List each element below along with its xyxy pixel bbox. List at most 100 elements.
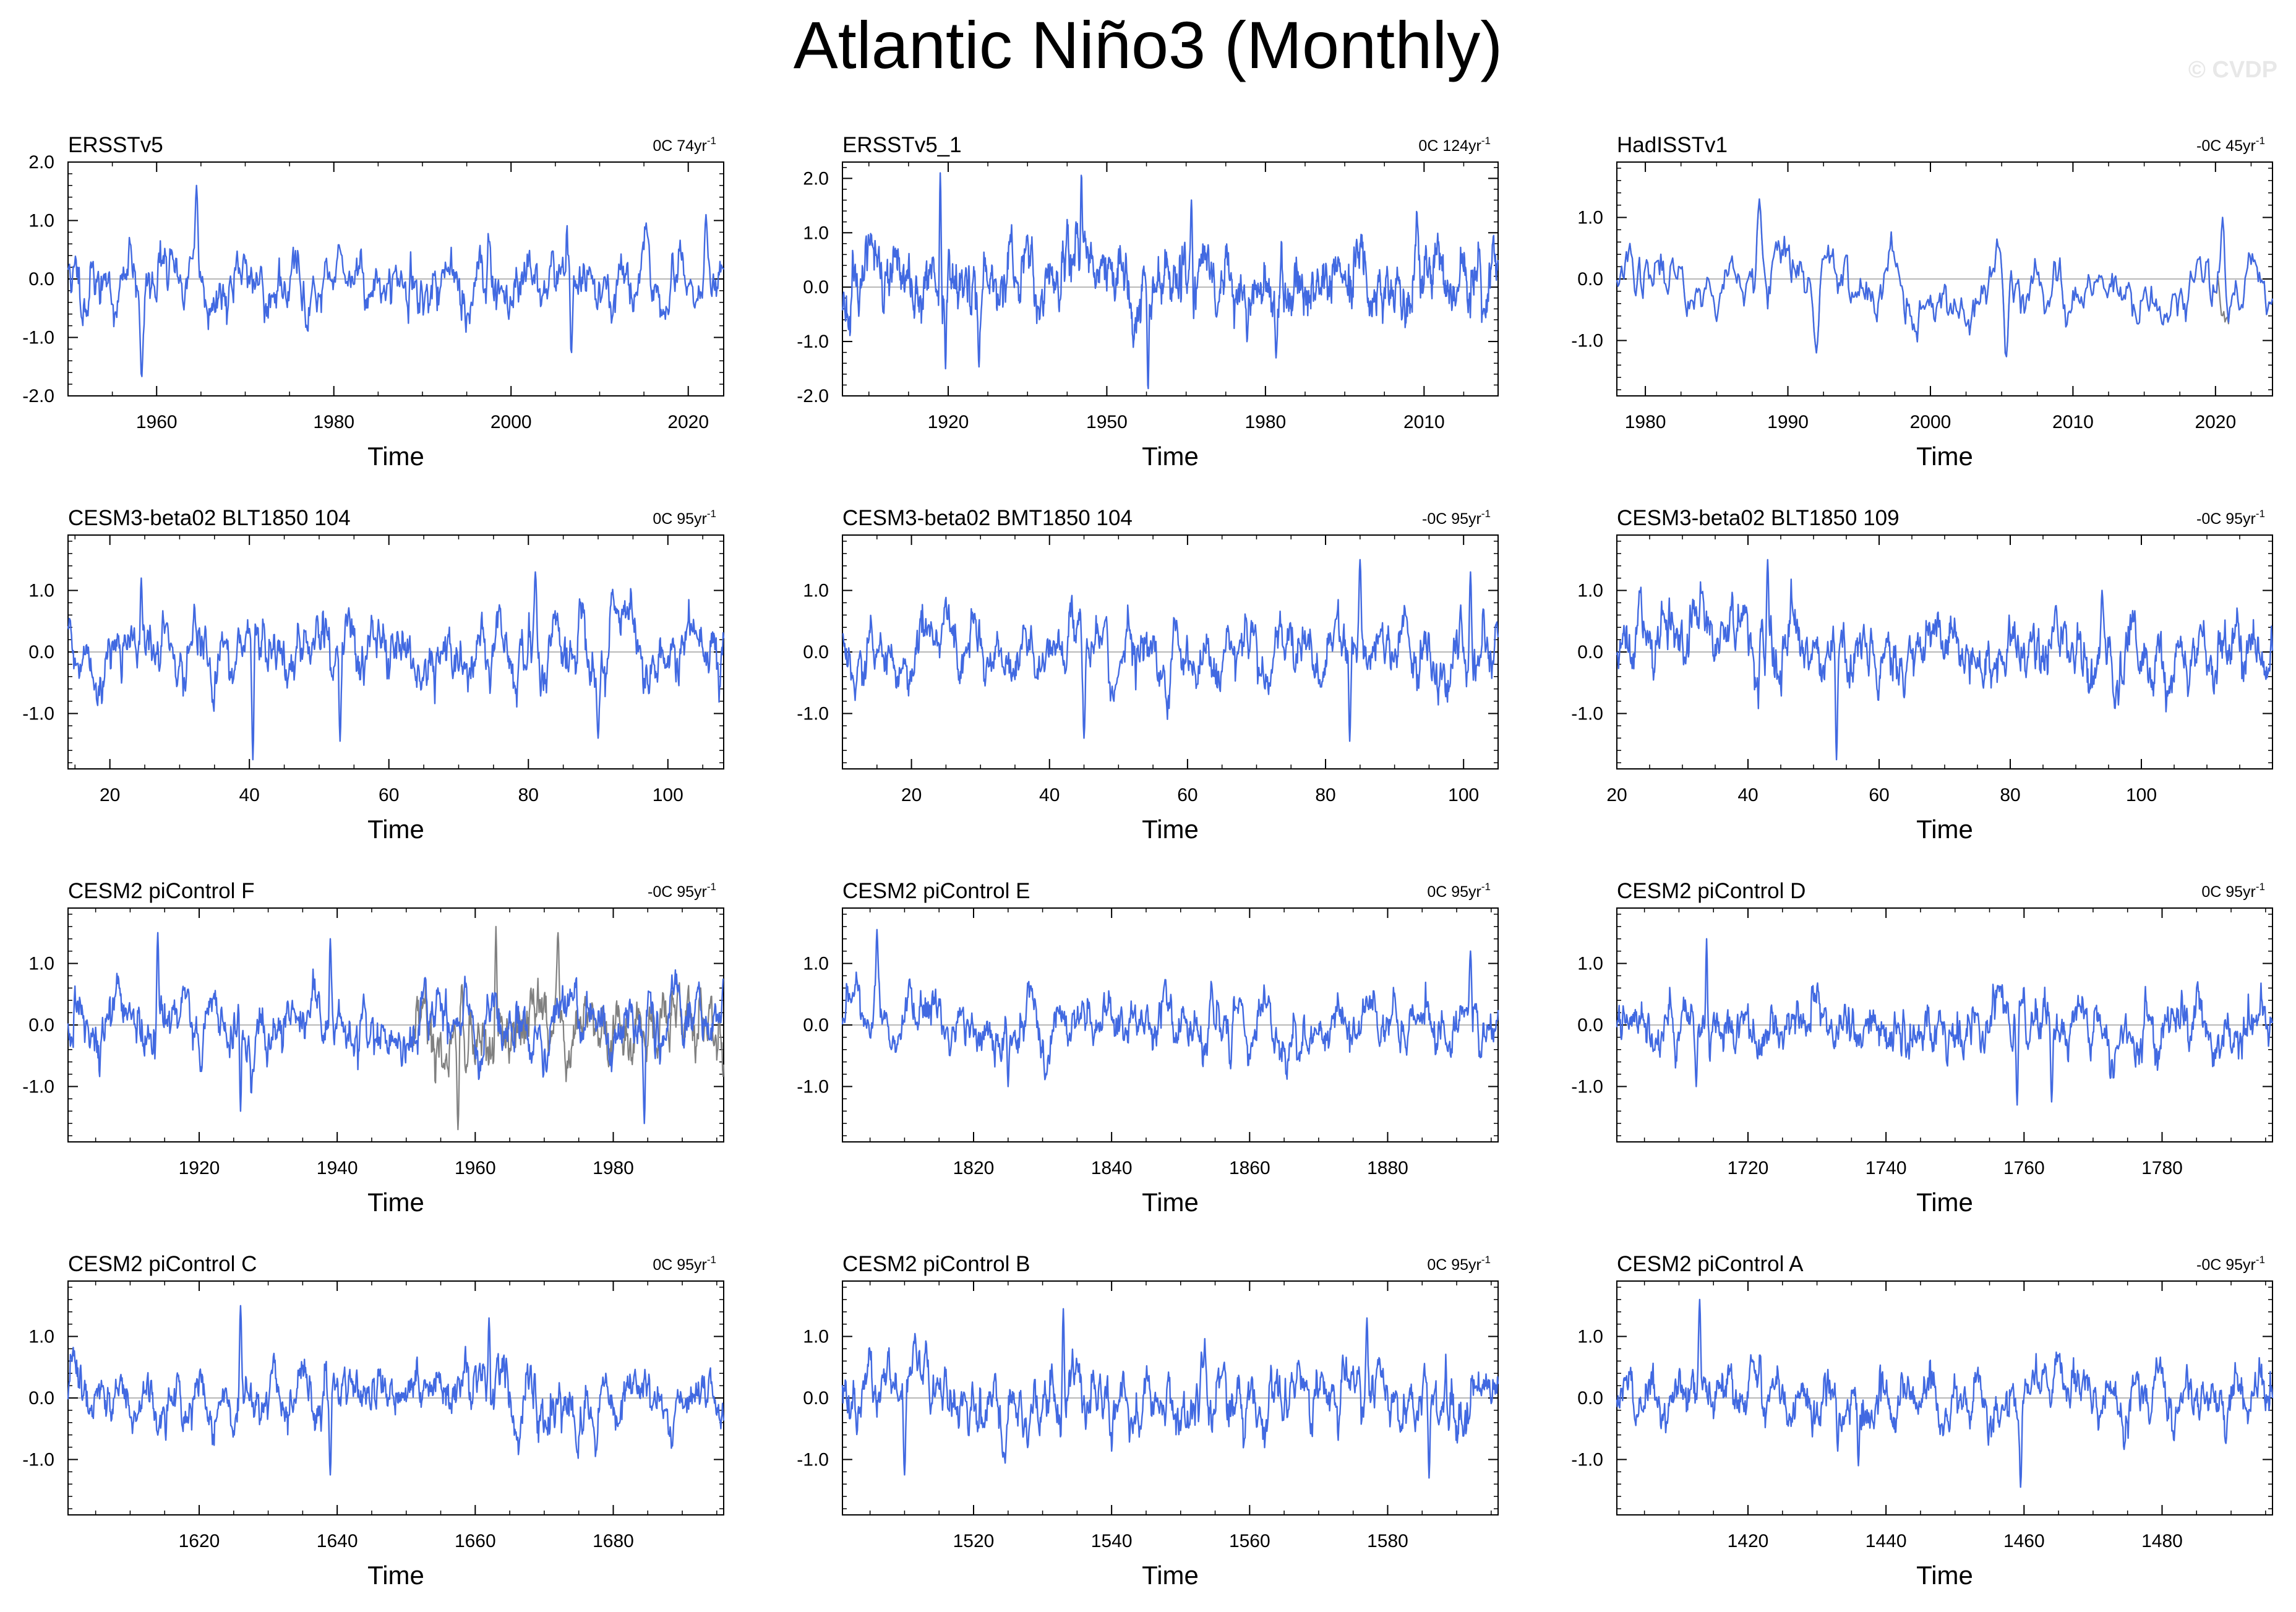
series-line <box>842 559 1499 742</box>
y-tick-label: 1.0 <box>803 581 829 601</box>
x-tick-label: 1560 <box>1229 1531 1270 1551</box>
series-line <box>841 1308 1499 1479</box>
trend-exponent: -1 <box>707 508 716 520</box>
trend-label: 0C 95yr-1 <box>653 508 716 528</box>
series-line <box>67 932 724 1125</box>
x-axis-label: Time <box>1916 815 1973 844</box>
trend-label: -0C 95yr-1 <box>1422 508 1491 528</box>
x-tick-label: 1520 <box>953 1531 995 1551</box>
x-tick-label: 100 <box>2126 785 2157 805</box>
x-axis-label: Time <box>367 1188 424 1217</box>
plot-frame <box>842 161 1499 397</box>
y-tick-label: 1.0 <box>28 1327 54 1347</box>
x-tick-label: 100 <box>653 785 683 805</box>
y-tick-label: -1.0 <box>22 703 54 724</box>
series-line <box>1616 1298 2274 1488</box>
x-tick-label: 1880 <box>1367 1158 1408 1178</box>
panel-title: CESM3-beta02 BLT1850 104 <box>68 506 351 530</box>
x-axis-label: Time <box>1916 1188 1973 1217</box>
trend-exponent: -1 <box>1481 1254 1491 1266</box>
y-tick-label: 1.0 <box>1577 954 1603 974</box>
page-title: Atlantic Niño3 (Monthly) <box>793 7 1503 82</box>
x-tick-label: 1620 <box>179 1531 220 1551</box>
y-tick-label: 1.0 <box>1577 208 1603 228</box>
x-tick-label: 40 <box>239 785 260 805</box>
series-line <box>1616 559 2274 761</box>
panel-10: 1520 1540 1560 1580 1.0 0.0 -1.0 CESM2 piContro… <box>797 1252 1499 1590</box>
y-tick-label: 1.0 <box>28 211 54 231</box>
series-line <box>67 1305 725 1476</box>
y-tick-label: 0.0 <box>803 1388 829 1408</box>
panel-title: CESM2 piControl D <box>1617 879 1806 903</box>
series-line <box>1616 938 2274 1106</box>
trend-exponent: -1 <box>1481 508 1491 520</box>
panel-title: ERSSTv5_1 <box>842 133 962 157</box>
y-tick-label: -1.0 <box>1571 703 1603 724</box>
y-tick-label: 0.0 <box>1577 269 1603 289</box>
panel-title: CESM3-beta02 BMT1850 104 <box>842 506 1133 530</box>
panel-title: CESM2 piControl F <box>68 879 254 903</box>
trend-exponent: -1 <box>707 881 716 893</box>
trend-exponent: -1 <box>2256 135 2265 147</box>
y-tick-label: 1.0 <box>1577 581 1603 601</box>
y-tick-label: 0.0 <box>28 642 54 662</box>
trend-label: -0C 95yr-1 <box>648 881 716 901</box>
trend-label: 0C 95yr-1 <box>1427 881 1491 901</box>
x-tick-label: 1660 <box>455 1531 496 1551</box>
x-tick-label: 1980 <box>313 412 354 432</box>
trend-label: -0C 45yr-1 <box>2196 135 2265 155</box>
y-tick-label: 1.0 <box>803 1327 829 1347</box>
panel-5: 20 40 60 80 100 1.0 0.0 -1.0 CESM3-beta02 BLT185… <box>1571 506 2274 844</box>
y-tick-label: 0.0 <box>28 269 54 289</box>
x-tick-label: 1760 <box>2003 1158 2045 1178</box>
y-tick-label: 0.0 <box>28 1388 54 1408</box>
x-tick-label: 1820 <box>953 1158 995 1178</box>
y-tick-label: -2.0 <box>797 386 829 406</box>
x-axis-label: Time <box>1916 442 1973 471</box>
trend-exponent: -1 <box>2256 1254 2265 1266</box>
panel-9: 1620 1640 1660 1680 1.0 0.0 -1.0 CESM2 piContro… <box>22 1252 725 1590</box>
series-line <box>1616 198 2274 358</box>
y-tick-label: 1.0 <box>803 223 829 243</box>
y-tick-label: -1.0 <box>797 332 829 352</box>
y-tick-label: 1.0 <box>28 954 54 974</box>
x-tick-label: 100 <box>1448 785 1479 805</box>
x-tick-label: 1980 <box>1244 412 1286 432</box>
x-tick-label: 80 <box>2000 785 2020 805</box>
x-tick-label: 1440 <box>1866 1531 1907 1551</box>
y-tick-label: -1.0 <box>797 703 829 724</box>
x-tick-label: 1580 <box>1367 1531 1408 1551</box>
x-tick-label: 1640 <box>317 1531 358 1551</box>
x-axis-label: Time <box>1142 1188 1199 1217</box>
y-tick-label: 0.0 <box>803 277 829 298</box>
x-tick-label: 1990 <box>1767 412 1809 432</box>
trend-exponent: -1 <box>1481 881 1491 893</box>
x-tick-label: 2020 <box>2195 412 2236 432</box>
x-axis-label: Time <box>1142 1561 1199 1590</box>
y-tick-label: 0.0 <box>803 1015 829 1035</box>
panel-6: 1920 1940 1960 1980 1.0 0.0 -1.0 CESM2 piContro… <box>22 879 725 1217</box>
y-tick-label: 1.0 <box>28 581 54 601</box>
y-tick-label: 0.0 <box>1577 1015 1603 1035</box>
x-tick-label: 40 <box>1737 785 1758 805</box>
x-tick-label: 2020 <box>667 412 709 432</box>
panel-title: CESM2 piControl B <box>842 1252 1030 1276</box>
trend-label: 0C 124yr-1 <box>1418 135 1491 155</box>
x-tick-label: 2010 <box>2052 412 2094 432</box>
y-tick-label: 0.0 <box>1577 642 1603 662</box>
panel-title: CESM3-beta02 BLT1850 109 <box>1617 506 1900 530</box>
x-axis-label: Time <box>1916 1561 1973 1590</box>
x-tick-label: 60 <box>1869 785 1889 805</box>
panel-3: 20 40 60 80 100 1.0 0.0 -1.0 CESM3-beta02 BLT185… <box>22 506 725 844</box>
trend-exponent: -1 <box>1481 135 1491 147</box>
panel-title: CESM2 piControl A <box>1617 1252 1804 1276</box>
x-axis-label: Time <box>367 815 424 844</box>
trend-exponent: -1 <box>2256 508 2265 520</box>
series-line <box>841 928 1499 1087</box>
panel-title: CESM2 piControl C <box>68 1252 257 1276</box>
x-tick-label: 1540 <box>1091 1531 1133 1551</box>
y-tick-label: -2.0 <box>22 386 54 406</box>
series-line <box>67 184 725 377</box>
x-axis-label: Time <box>367 442 424 471</box>
